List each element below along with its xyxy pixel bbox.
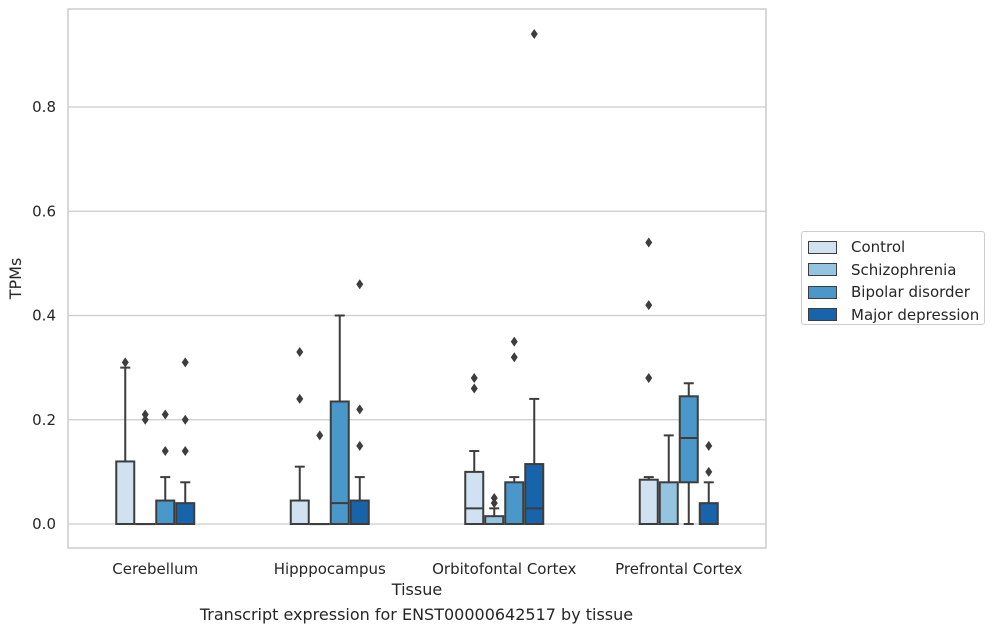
plot-frame [67,8,767,549]
box-body [698,502,719,525]
legend-item-bipolar-disorder: Bipolar disorder [808,281,984,304]
box-body [638,478,659,526]
box-body [464,470,485,525]
outlier-point [181,357,189,368]
outlier-point [181,446,189,457]
legend-swatch-bipolar-disorder [808,285,837,299]
outlier-point [161,409,169,420]
outlier-point [470,373,478,384]
outlier-point [645,237,653,248]
box-bipolar-disorder [504,336,525,525]
outlier-point [356,279,364,290]
outlier-point [356,404,364,415]
y-axis-label: TPMs [6,258,25,301]
outlier-point [645,300,653,311]
y-tick-label: 0.4 [32,307,56,325]
box-schizophrenia [309,430,330,526]
outlier-point [705,466,713,477]
box-schizophrenia [658,434,679,525]
boxes [115,29,719,526]
chart-caption: Transcript expression for ENST0000064251… [199,605,634,624]
outlier-point [316,430,324,441]
box-body [484,515,505,526]
box-bipolar-disorder [329,314,350,526]
outlier-point [705,440,713,451]
x-tick-label: Orbitofontal Cortex [432,560,576,578]
outlier-point [530,29,538,40]
y-tick-label: 0.6 [32,202,56,220]
legend-swatch-schizophrenia [808,263,837,277]
x-tick-labels: Cerebellum Hipppocampus Orbitofontal Corte… [112,560,742,578]
legend-item-major-depression: Major depression [808,304,984,327]
legend-label-major-depression: Major depression [851,305,980,324]
legend-label-control: Control [851,238,906,257]
legend-item-control: Control [808,236,984,259]
box-body [524,463,545,525]
outlier-point [141,409,149,420]
legend-item-schizophrenia: Schizophrenia [808,259,984,282]
outlier-point [510,352,518,363]
box-body [329,400,350,526]
legend-label-schizophrenia: Schizophrenia [851,260,957,279]
legend: Control Schizophrenia Bipolar disorder M… [801,231,985,325]
box-control [464,373,485,525]
box-control [289,346,310,526]
y-tick-label: 0.2 [32,411,56,429]
box-body [678,395,699,484]
box-schizophrenia [135,409,156,526]
outlier-point [296,393,304,404]
box-body [349,499,370,526]
box-body [155,499,176,526]
outlier-point [296,346,304,357]
box-control [115,357,136,526]
y-tick-label: 0.0 [32,515,56,533]
outlier-point [510,336,518,347]
x-tick-label: Hipppocampus [274,560,386,578]
x-axis-label: Tissue [391,580,442,599]
outlier-point [356,440,364,451]
box-major-depression [698,440,719,525]
outlier-point [490,498,498,509]
box-schizophrenia [484,492,505,526]
box-body [504,481,525,525]
outlier-point [121,357,129,368]
outlier-point [645,373,653,384]
y-tick-labels: 0.0 0.2 0.4 0.6 0.8 [32,98,56,533]
gridlines [68,106,766,525]
x-tick-label: Prefrontal Cortex [615,560,742,578]
x-tick-label: Cerebellum [112,560,198,578]
box-body [658,481,679,525]
box-control [638,237,659,526]
legend-swatch-major-depression [808,308,837,322]
outlier-point [181,414,189,425]
box-bipolar-disorder [678,382,699,525]
box-major-depression [349,279,370,526]
outlier-point [470,383,478,394]
box-bipolar-disorder [155,409,176,526]
box-major-depression [175,357,196,525]
box-body [289,499,310,526]
box-body [115,460,136,526]
outlier-point [141,414,149,425]
outlier-point [490,492,498,503]
legend-swatch-control [808,240,837,254]
outlier-point [161,446,169,457]
box-body [175,502,196,525]
y-tick-label: 0.8 [32,98,56,116]
box-major-depression [524,29,545,525]
legend-label-bipolar-disorder: Bipolar disorder [851,283,970,302]
